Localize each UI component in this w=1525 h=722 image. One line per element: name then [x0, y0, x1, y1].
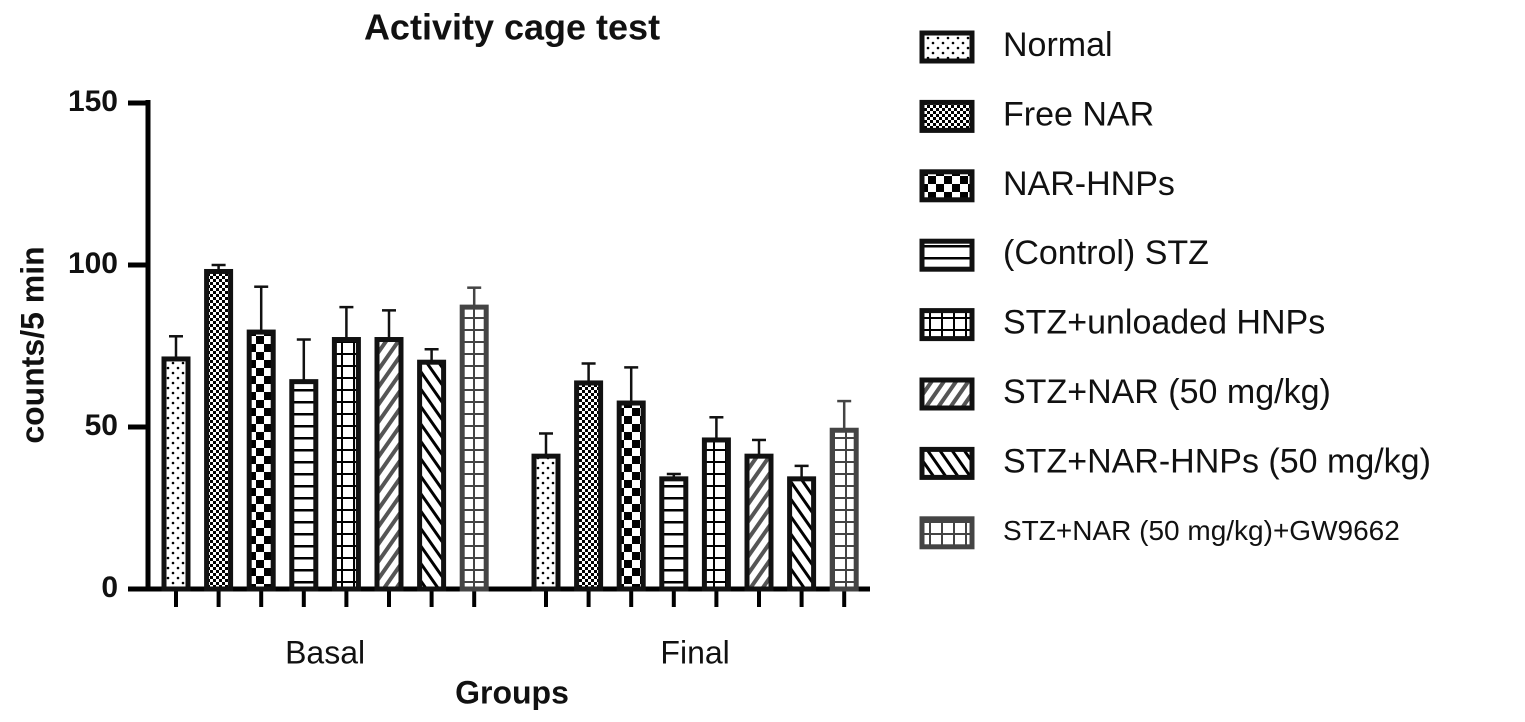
x-tick-label: Basal	[285, 634, 365, 670]
error-bar	[169, 335, 183, 359]
x-axis-label: Groups	[455, 674, 569, 710]
bar	[744, 453, 774, 592]
error-bar	[339, 305, 354, 340]
legend-swatch	[919, 446, 975, 480]
error-bar	[794, 464, 809, 479]
legend-label: STZ+NAR (50 mg/kg)	[1003, 373, 1331, 411]
error-bar	[467, 286, 482, 308]
y-tick-label: 100	[68, 247, 118, 280]
legend-label: STZ+NAR-HNPs (50 mg/kg)	[1003, 442, 1431, 480]
legend-label: STZ+NAR (50 mg/kg)+GW9662	[1003, 515, 1400, 546]
legend-swatch	[919, 238, 975, 272]
bar	[459, 304, 489, 592]
error-bar	[624, 366, 639, 404]
bar	[246, 329, 276, 592]
legend-swatch	[919, 169, 975, 203]
bar	[417, 359, 447, 592]
y-tick-label: 50	[85, 409, 118, 442]
y-axis-label: counts/5 min	[14, 246, 50, 443]
legend-label: STZ+unloaded HNPs	[1003, 304, 1325, 342]
bar	[701, 437, 731, 592]
legend-label: NAR-HNPs	[1003, 165, 1175, 203]
legend-swatch	[919, 308, 975, 342]
legend-swatch	[919, 99, 975, 133]
bar	[331, 337, 361, 592]
error-bar	[709, 416, 724, 440]
error-bar	[254, 285, 269, 333]
legend-swatch	[919, 377, 975, 411]
bar	[161, 356, 191, 592]
bar	[787, 476, 817, 592]
bar	[289, 379, 319, 592]
error-bar	[382, 309, 396, 340]
error-bar	[211, 263, 226, 272]
error-bar	[666, 472, 681, 479]
legend-swatch	[919, 30, 975, 64]
bar	[574, 380, 604, 592]
x-tick-label: Final	[660, 634, 729, 670]
legend-swatch	[919, 516, 975, 550]
error-bar	[296, 338, 311, 382]
error-bar	[424, 347, 439, 363]
bar	[616, 400, 646, 592]
bar	[659, 476, 689, 592]
bar	[204, 268, 234, 592]
chart-title: Activity cage test	[364, 7, 660, 48]
error-bar	[752, 438, 766, 457]
bar	[829, 427, 859, 592]
bar	[374, 337, 404, 592]
error-bar	[837, 399, 852, 431]
y-tick-label: 0	[101, 571, 118, 604]
bar	[531, 453, 561, 592]
legend-label: Normal	[1003, 26, 1113, 64]
error-bar	[539, 432, 553, 457]
legend-label: Free NAR	[1003, 95, 1154, 133]
legend-label: (Control) STZ	[1003, 234, 1209, 272]
error-bar	[581, 362, 596, 383]
y-tick-label: 150	[68, 85, 118, 118]
